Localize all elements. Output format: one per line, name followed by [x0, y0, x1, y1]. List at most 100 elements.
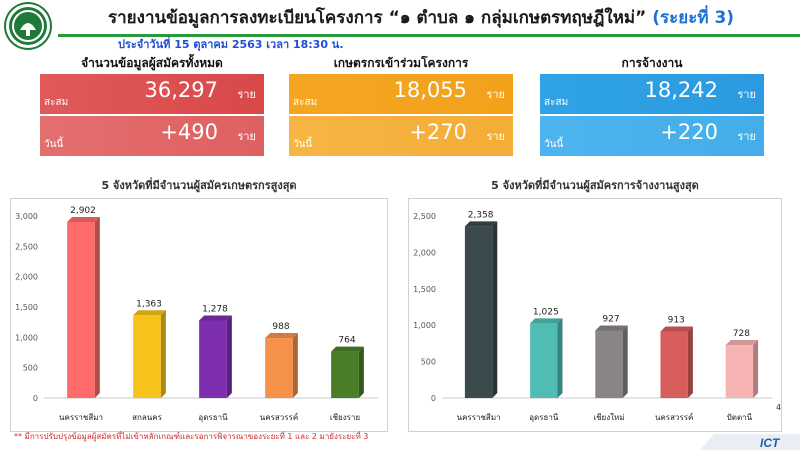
data-label: 988 — [272, 322, 289, 332]
data-label: 728 — [733, 329, 750, 339]
report-date: ประจำวันที่ 15 ตุลาคม 2563 เวลา 18:30 น. — [118, 38, 344, 51]
title-text: รายงานข้อมูลการลงทะเบียนโครงการ “๑ ตำบล … — [108, 8, 647, 28]
data-label: 1,278 — [202, 304, 228, 314]
chart-frame — [10, 198, 388, 432]
y-tick-label: 500 — [23, 364, 38, 373]
card-today-label: วันนี้ — [544, 139, 564, 150]
card-total-value: 18,242 — [644, 78, 718, 102]
card-total-row: สะสม 18,242 ราย — [540, 74, 764, 114]
bar-side — [292, 333, 298, 398]
card-total-value: 36,297 — [144, 78, 218, 102]
card-today-row: วันนี้ +270 ราย — [289, 116, 513, 156]
title-phase: (ระยะที่ 3) — [652, 8, 735, 28]
x-tick-label: นครสวรรค์ — [260, 412, 298, 422]
bar-top — [199, 315, 232, 321]
bar-side — [358, 346, 364, 398]
y-tick-label: 1,000 — [413, 321, 436, 330]
y-tick-label: 0 — [431, 394, 436, 403]
bar-front — [464, 226, 493, 398]
card-heading: การจ้างงาน — [621, 56, 683, 70]
chart-farmers-svg: 0 500 1,000 1,500 2,000 2,500 3,000 2,902 นครราช… — [10, 198, 388, 432]
bar-front — [199, 320, 227, 398]
bar-side — [557, 318, 563, 398]
card-unit: ราย — [486, 88, 505, 101]
bar-top — [265, 333, 298, 339]
bar-top — [67, 216, 100, 222]
header: รายงานข้อมูลการลงทะเบียนโครงการ “๑ ตำบล … — [58, 4, 800, 48]
y-tick-label: 1,500 — [413, 285, 436, 294]
bar — [595, 325, 628, 398]
y-tick-label: 1,500 — [15, 303, 38, 312]
bar — [331, 346, 364, 398]
card-total-label: สะสม — [44, 97, 69, 108]
x-tick-label: เชียงราย — [330, 413, 360, 422]
bar-top — [660, 326, 693, 332]
bar-side — [753, 340, 759, 398]
bar — [265, 333, 298, 398]
y-tick-label: 2,000 — [15, 273, 38, 282]
x-tick-label: เชียงใหม่ — [593, 413, 624, 422]
bar-side — [226, 315, 232, 398]
bar-side — [160, 310, 166, 398]
card-unit: ราย — [237, 88, 256, 101]
bar-top — [133, 310, 166, 316]
bar-side — [94, 216, 100, 398]
y-tick-label: 1,000 — [15, 333, 38, 342]
ict-logo-icon: ICT — [700, 434, 800, 450]
data-label: 2,358 — [468, 210, 494, 220]
card-total-label: สะสม — [293, 97, 318, 108]
bar — [530, 318, 563, 398]
data-label: 913 — [668, 316, 685, 326]
x-tick-label: อุดรธานี — [198, 413, 228, 422]
y-tick-label: 3,000 — [15, 212, 38, 221]
card-today-label: วันนี้ — [293, 139, 313, 150]
bar-front — [725, 345, 754, 398]
card-total-value: 18,055 — [393, 78, 467, 102]
chart-employment-svg: 0 500 1,000 1,500 2,000 2,500 2,358 นครราชสีมา 1… — [408, 198, 782, 432]
card-applicants: จำนวนข้อมูลผู้สมัครทั้งหมด สะสม 36,297 ร… — [40, 56, 264, 156]
bar-top — [331, 346, 364, 352]
data-label: 927 — [602, 315, 619, 325]
data-label: 1,363 — [136, 299, 162, 309]
x-tick-label: ปัตตานี — [727, 413, 753, 422]
x-tick-label: นครสวรรค์ — [655, 412, 693, 422]
bar-side — [687, 326, 693, 398]
bar-side — [492, 221, 498, 398]
x-tick-label: นครราชสีมา — [59, 413, 103, 422]
bar — [199, 315, 232, 398]
card-today-value: +220 — [660, 120, 718, 144]
bar-front — [660, 331, 688, 398]
card-total-row: สะสม 18,055 ราย — [289, 74, 513, 114]
page-title: รายงานข้อมูลการลงทะเบียนโครงการ “๑ ตำบล … — [108, 4, 734, 31]
bar-front — [133, 315, 161, 398]
data-label: 1,025 — [533, 307, 559, 317]
x-tick-label: อุดรธานี — [529, 413, 559, 422]
card-unit: ราย — [237, 130, 256, 143]
bar — [133, 310, 166, 398]
page-number: 4 — [776, 403, 782, 412]
card-unit: ราย — [737, 88, 756, 101]
bar — [67, 216, 100, 398]
y-tick-label: 0 — [33, 394, 38, 403]
bar-side — [622, 325, 628, 398]
bar-front — [331, 351, 359, 398]
data-label: 2,902 — [70, 206, 96, 216]
y-tick-label: 2,000 — [413, 248, 436, 257]
y-tick-label: 500 — [421, 358, 436, 367]
card-heading: เกษตรกรเข้าร่วมโครงการ — [333, 56, 469, 70]
chart-title: 5 จังหวัดที่มีจำนวนผู้สมัครเกษตรกรสูงสุด — [101, 179, 297, 192]
y-tick-label: 2,500 — [15, 242, 38, 251]
bar — [464, 221, 498, 398]
card-unit: ราย — [486, 130, 505, 143]
x-tick-label: สกลนคร — [132, 413, 162, 422]
x-tick-label: นครราชสีมา — [457, 413, 501, 422]
chart-frame — [408, 198, 782, 432]
data-label: 764 — [338, 336, 355, 346]
bar-front — [265, 338, 293, 398]
footnote: ** มีการปรับปรุงข้อมูลผู้สมัครที่ไม่เข้า… — [14, 432, 369, 441]
card-employment: การจ้างงาน สะสม 18,242 ราย วันนี้ +220 ร… — [540, 56, 764, 156]
y-tick-label: 2,500 — [413, 212, 436, 221]
bar-top — [595, 325, 628, 331]
bar — [660, 326, 693, 398]
